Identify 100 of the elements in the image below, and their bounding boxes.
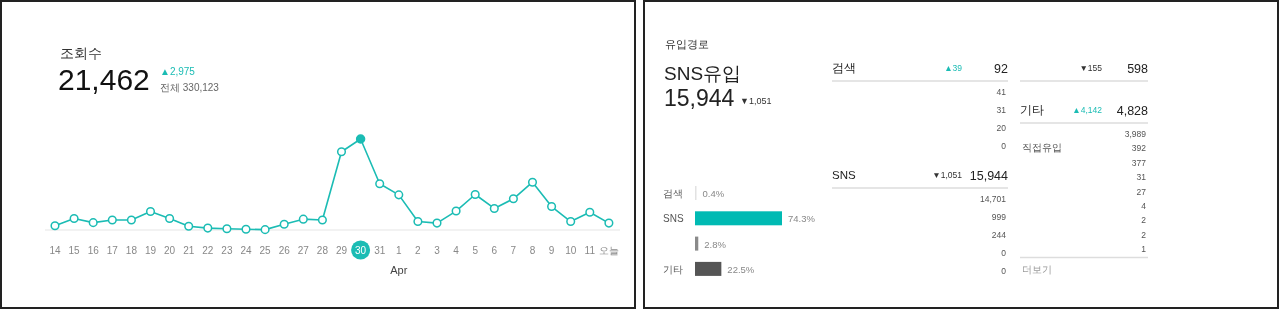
- data-label: 0.4%: [702, 188, 725, 199]
- x-tick-label: 31: [374, 245, 386, 256]
- point: [107, 215, 117, 225]
- point: [260, 225, 270, 235]
- x-tick-label: 21: [183, 245, 195, 256]
- x-tick-label: 30: [355, 245, 367, 256]
- y-tick-label: SNS: [663, 213, 684, 225]
- data-label: 20: [996, 123, 1007, 133]
- point: [604, 218, 614, 228]
- bar: [695, 211, 782, 226]
- text: 15,944: [969, 169, 1009, 183]
- point: [279, 219, 289, 229]
- text: 전체 330,123: [160, 82, 220, 93]
- point: [375, 179, 385, 189]
- x-tick-label: 8: [529, 245, 536, 256]
- text: ▼1,051: [740, 96, 772, 106]
- data-label: 244: [991, 230, 1007, 240]
- point: [508, 194, 518, 204]
- data-label: 74.3%: [788, 213, 816, 225]
- bar: [695, 236, 699, 251]
- text: ▲4,142: [1072, 105, 1103, 115]
- text: 기타: [1020, 104, 1044, 116]
- point: [145, 206, 156, 217]
- x-tick-label: 6: [491, 245, 498, 256]
- data-label: 31: [996, 105, 1007, 115]
- point: [451, 206, 461, 216]
- data-label: 0: [1001, 266, 1007, 276]
- x-tick-label: 26: [278, 245, 291, 256]
- x-tick-label: 5: [472, 245, 479, 256]
- data-label: 2: [1141, 215, 1147, 226]
- text: ▲39: [944, 63, 963, 73]
- point: [317, 215, 327, 225]
- text: ▼1,051: [932, 170, 963, 180]
- point: [69, 213, 79, 223]
- text: 4,828: [1116, 104, 1149, 118]
- text: 검색: [832, 62, 856, 74]
- data-label: 3,989: [1124, 129, 1147, 139]
- bar: [695, 261, 722, 276]
- point: [470, 189, 480, 200]
- data-label: 2: [1141, 229, 1147, 240]
- point: [355, 134, 366, 144]
- point: [165, 213, 175, 223]
- x-tick-label: 1: [396, 245, 403, 256]
- x-tick-label: 29: [335, 245, 348, 256]
- point: [527, 177, 538, 187]
- text: 더보기: [1022, 263, 1052, 275]
- x-axis-title: Apr: [390, 264, 408, 276]
- data-label: 999: [991, 212, 1007, 222]
- data-label: 0: [1001, 141, 1007, 151]
- x-tick-label: 11: [584, 245, 596, 256]
- text: ▲2,975: [160, 66, 196, 77]
- x-tick-label: 2: [415, 245, 422, 256]
- data-label: 392: [1131, 143, 1147, 154]
- y-tick-label: 기타: [663, 263, 683, 275]
- x-tick-label: 7: [510, 245, 517, 256]
- x-tick-label: 17: [106, 245, 119, 256]
- x-tick-label: 22: [202, 245, 214, 256]
- text: SNS: [832, 169, 856, 181]
- x-tick-label: 18: [125, 245, 138, 256]
- category-label: 직접유입: [1022, 142, 1062, 154]
- data-label: 14,701: [980, 194, 1007, 204]
- x-tick-label: 16: [87, 245, 100, 256]
- point: [489, 203, 499, 213]
- point: [394, 190, 404, 200]
- point: [432, 218, 442, 228]
- point: [50, 221, 60, 231]
- point: [413, 216, 423, 227]
- x-tick-label: 3: [434, 245, 441, 256]
- text: 15,944: [664, 85, 735, 111]
- x-tick-label: 28: [316, 245, 329, 256]
- x-tick-label: 25: [259, 245, 272, 256]
- x-tick-label: 14: [49, 245, 61, 256]
- point: [203, 223, 213, 233]
- point: [222, 224, 232, 234]
- data-label: 4: [1141, 201, 1147, 211]
- chart-title: 조회수: [60, 45, 102, 61]
- point: [336, 147, 347, 157]
- point: [298, 214, 308, 224]
- y-tick-label: 검색: [663, 188, 683, 199]
- text: 92: [994, 62, 1009, 76]
- text: SNS유입: [664, 63, 742, 84]
- point: [566, 216, 576, 227]
- x-tick-label: 19: [144, 245, 157, 256]
- point: [88, 218, 98, 228]
- point: [184, 221, 194, 231]
- chart-title: 유입경로: [665, 38, 709, 50]
- data-label: 41: [996, 87, 1007, 97]
- point: [126, 215, 136, 225]
- data-label: 2.8%: [704, 238, 727, 250]
- text: 598: [1127, 62, 1149, 76]
- x-tick-label: 9: [548, 245, 555, 256]
- data-label: 27: [1136, 186, 1147, 197]
- data-label: 377: [1131, 157, 1147, 168]
- x-tick-label: 15: [68, 245, 81, 256]
- text: ▼155: [1079, 63, 1103, 73]
- data-label: 22.5%: [727, 263, 755, 275]
- point: [241, 224, 251, 234]
- data-label: 0: [1001, 248, 1007, 258]
- point: [547, 201, 557, 212]
- x-tick-label: 24: [240, 245, 252, 256]
